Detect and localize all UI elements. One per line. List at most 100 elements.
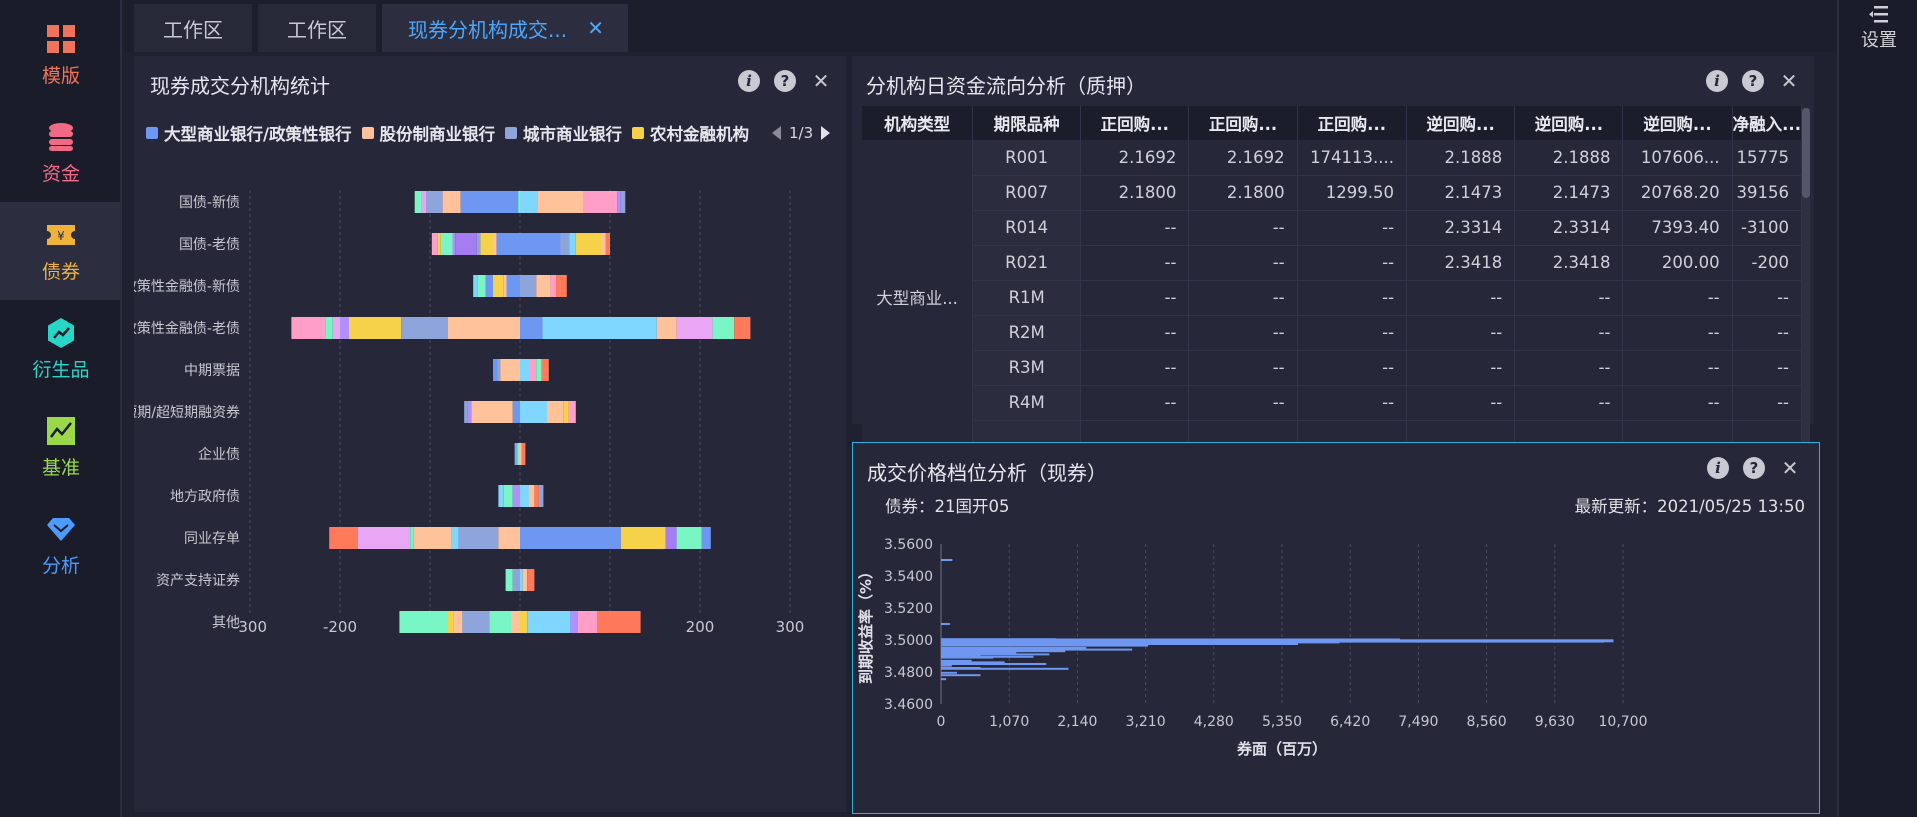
legend-item[interactable]: 股份制商业银行 — [361, 121, 495, 145]
bar-segment[interactable] — [421, 191, 427, 213]
bar-segment[interactable] — [329, 527, 358, 549]
table-row[interactable]: R021 -- -- -- 2.3418 2.3418 200.00 -200 — [862, 245, 1802, 281]
bar-segment[interactable] — [431, 233, 438, 255]
legend-next-icon[interactable] — [821, 126, 831, 140]
close-panel-icon[interactable]: ✕ — [812, 69, 830, 93]
bar-segment[interactable] — [460, 191, 519, 213]
volume-bar[interactable] — [941, 661, 1005, 664]
volume-bar[interactable] — [941, 643, 1298, 645]
bar-segment[interactable] — [426, 191, 443, 213]
bar-segment[interactable] — [414, 191, 422, 213]
column-header[interactable]: 正回购... — [1188, 106, 1298, 140]
bar-segment[interactable] — [542, 317, 657, 339]
bar-segment[interactable] — [485, 275, 493, 297]
bar-segment[interactable] — [656, 317, 677, 339]
bar-segment[interactable] — [493, 275, 504, 297]
bar-segment[interactable] — [547, 401, 564, 423]
tab-workspace-2[interactable]: 工作区 — [258, 4, 376, 52]
help-icon[interactable]: ? — [1743, 457, 1765, 479]
bar-segment[interactable] — [577, 611, 598, 633]
bar-segment[interactable] — [605, 233, 611, 255]
bar-segment[interactable] — [442, 191, 461, 213]
bar-segment[interactable] — [569, 233, 576, 255]
volume-bar[interactable] — [941, 648, 1133, 651]
settings-button[interactable]: 设置 — [1839, 4, 1917, 64]
close-tab-icon[interactable]: ✕ — [587, 16, 604, 40]
volume-bar[interactable] — [941, 647, 1087, 649]
bar-segment[interactable] — [583, 191, 618, 213]
legend-item[interactable]: 大型商业银行/政策性银行 — [146, 121, 352, 145]
bar-segment[interactable] — [497, 359, 501, 381]
bar-segment[interactable] — [520, 191, 538, 213]
nav-item-template[interactable]: 模版 — [0, 6, 122, 104]
volume-bar[interactable] — [941, 650, 1066, 653]
bar-segment[interactable] — [575, 233, 601, 255]
table-row[interactable]: R007 2.1800 2.1800 1299.50 2.1473 2.1473 20768… — [862, 175, 1802, 211]
bar-segment[interactable] — [676, 317, 713, 339]
volume-bar[interactable] — [941, 678, 947, 681]
bar-segment[interactable] — [712, 317, 735, 339]
bar-segment[interactable] — [617, 191, 621, 213]
column-header[interactable]: 逆回购... — [1406, 106, 1516, 140]
volume-bar[interactable] — [941, 653, 1050, 656]
volume-bar[interactable] — [941, 674, 981, 677]
scroll-thumb[interactable] — [1802, 108, 1810, 198]
info-icon[interactable]: i — [1706, 70, 1728, 92]
bar-segment[interactable] — [538, 485, 544, 507]
bar-segment[interactable] — [505, 569, 513, 591]
table-row[interactable]: R2M -- -- -- -- -- -- -- — [862, 315, 1802, 351]
bar-segment[interactable] — [349, 317, 402, 339]
bar-segment[interactable] — [734, 317, 751, 339]
bar-segment[interactable] — [520, 275, 537, 297]
bar-segment[interactable] — [534, 485, 539, 507]
bar-segment[interactable] — [512, 401, 520, 423]
bar-segment[interactable] — [520, 569, 523, 591]
bar-segment[interactable] — [560, 233, 570, 255]
column-header[interactable]: 期限品种 — [972, 106, 1082, 140]
bar-segment[interactable] — [676, 527, 702, 549]
bar-segment[interactable] — [325, 317, 333, 339]
bar-segment[interactable] — [477, 275, 486, 297]
bar-segment[interactable] — [451, 527, 459, 549]
bar-segment[interactable] — [437, 233, 441, 255]
bar-segment[interactable] — [520, 443, 522, 465]
volume-bar[interactable] — [941, 641, 1340, 644]
column-header[interactable]: 机构类型 — [862, 106, 974, 140]
bar-segment[interactable] — [512, 569, 520, 591]
bar-segment[interactable] — [527, 611, 571, 633]
bar-segment[interactable] — [701, 527, 711, 549]
legend-item[interactable]: 农村金融机构 — [632, 121, 749, 145]
bar-segment[interactable] — [601, 233, 606, 255]
close-panel-icon[interactable]: ✕ — [1780, 69, 1798, 93]
legend-item[interactable]: 城市商业银行 — [505, 121, 622, 145]
bar-segment[interactable] — [518, 191, 520, 213]
bar-segment[interactable] — [291, 317, 326, 339]
bar-segment[interactable] — [401, 317, 448, 339]
bar-segment[interactable] — [556, 275, 567, 297]
close-panel-icon[interactable]: ✕ — [1781, 456, 1799, 480]
bar-segment[interactable] — [462, 611, 490, 633]
bar-segment[interactable] — [570, 611, 578, 633]
bar-segment[interactable] — [496, 233, 520, 255]
bar-segment[interactable] — [538, 191, 583, 213]
bar-segment[interactable] — [448, 317, 520, 339]
legend-prev-icon[interactable] — [772, 126, 781, 140]
bar-segment[interactable] — [536, 359, 542, 381]
bar-segment[interactable] — [620, 191, 626, 213]
info-icon[interactable]: i — [738, 70, 760, 92]
bar-segment[interactable] — [413, 527, 452, 549]
table-row[interactable]: R1M -- -- -- -- -- -- -- — [862, 280, 1802, 316]
table-row[interactable]: R3M -- -- -- -- -- -- -- — [862, 350, 1802, 386]
bar-segment[interactable] — [511, 611, 520, 633]
bar-segment[interactable] — [620, 527, 666, 549]
volume-bar[interactable] — [941, 656, 994, 659]
bar-segment[interactable] — [520, 527, 621, 549]
volume-bar[interactable] — [941, 671, 957, 674]
bar-segment[interactable] — [541, 359, 549, 381]
bar-segment[interactable] — [512, 485, 520, 507]
volume-bar[interactable] — [941, 664, 952, 667]
bar-segment[interactable] — [493, 233, 497, 255]
table-row[interactable]: R014 -- -- -- 2.3314 2.3314 7393.40 -3100 — [862, 210, 1802, 246]
nav-item-benchmark[interactable]: 基准 — [0, 398, 122, 496]
column-header[interactable]: 正回购... — [1080, 106, 1190, 140]
